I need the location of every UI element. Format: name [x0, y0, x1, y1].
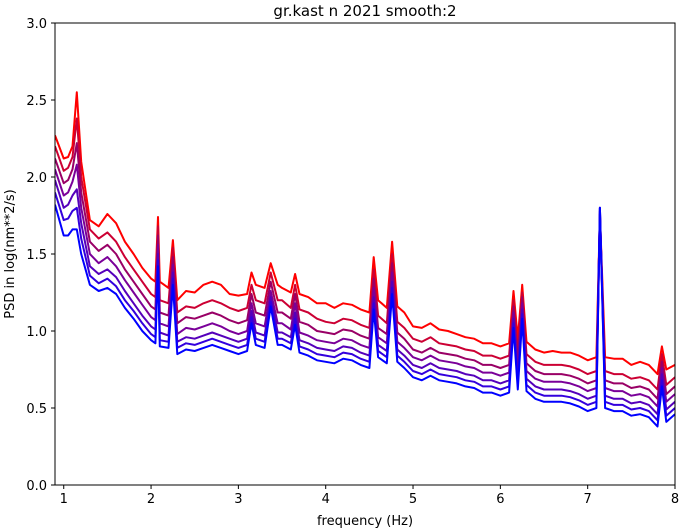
series-line-5: [55, 179, 675, 416]
series-layer: [55, 91, 675, 428]
y-tick-label: 1.0: [26, 325, 47, 340]
x-tick-label: 5: [409, 492, 417, 507]
y-tick-label: 0.5: [26, 402, 47, 417]
y-tick-label: 3.0: [26, 17, 47, 32]
x-tick-label: 3: [234, 492, 242, 507]
series-line-7: [55, 204, 675, 428]
x-tick-label: 8: [671, 492, 679, 507]
x-tick-label: 2: [147, 492, 155, 507]
x-tick-label: 1: [60, 492, 68, 507]
x-tick-label: 7: [584, 492, 592, 507]
y-tick-label: 1.5: [26, 248, 47, 263]
chart-title: gr.kast n 2021 smooth:2: [273, 2, 456, 20]
y-tick-label: 2.5: [26, 94, 47, 109]
y-tick-label: 0.0: [26, 479, 47, 494]
x-tick-label: 6: [496, 492, 504, 507]
y-axis: 0.0 0.5 1.0 1.5 2.0 2.5 3.0: [26, 17, 55, 494]
y-axis-label: PSD in log(nm**2/s): [3, 189, 18, 319]
plot-frame: [54, 22, 676, 486]
x-axis: 1 2 3 4 5 6 7 8: [60, 485, 679, 507]
x-axis-label: frequency (Hz): [317, 514, 413, 529]
series-line-6: [55, 192, 675, 422]
series-line-2: [55, 117, 675, 391]
x-tick-label: 4: [322, 492, 330, 507]
y-tick-label: 2.0: [26, 171, 47, 186]
